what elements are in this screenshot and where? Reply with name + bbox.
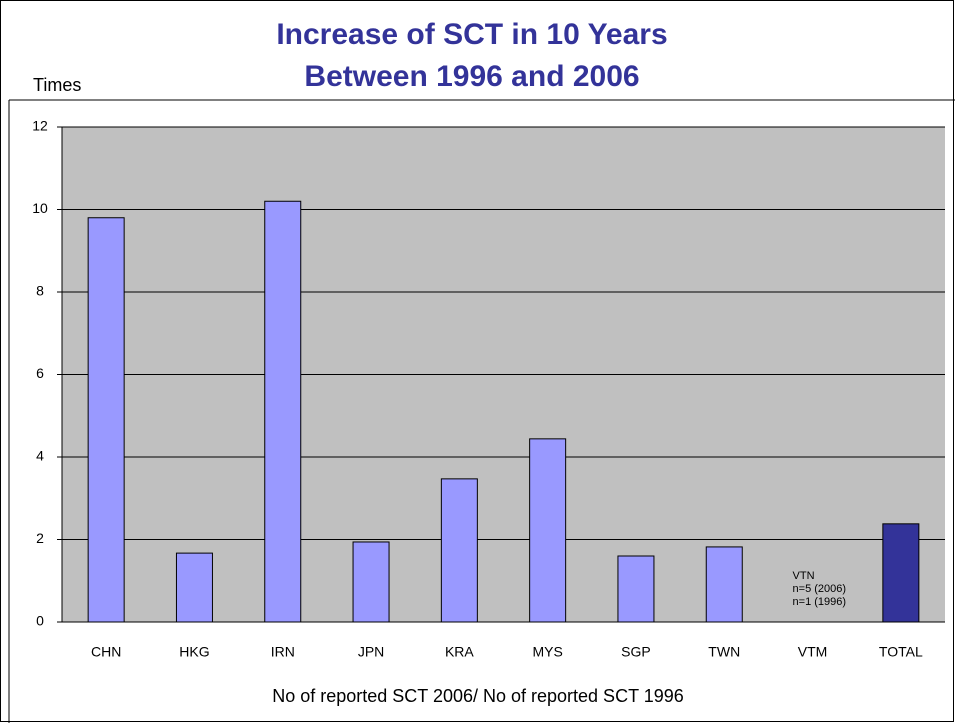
y-tick-label: 2 — [36, 530, 44, 546]
chart-title: Between 1996 and 2006 — [304, 60, 639, 93]
x-tick-label: IRN — [271, 644, 295, 660]
y-axis-label: Times — [33, 75, 81, 95]
annotation: n=1 (1996) — [793, 596, 847, 608]
x-tick-label: JPN — [358, 644, 384, 660]
y-tick-label: 6 — [36, 365, 44, 381]
chart-title: Increase of SCT in 10 Years — [276, 18, 667, 51]
x-tick-label: MYS — [532, 644, 562, 660]
x-axis-label: No of reported SCT 2006/ No of reported … — [272, 686, 684, 706]
x-tick-label: CHN — [91, 644, 121, 660]
y-tick-label: 4 — [36, 448, 44, 464]
y-tick-label: 12 — [32, 118, 48, 134]
y-tick-label: 0 — [36, 613, 44, 629]
x-tick-label: TWN — [708, 644, 740, 660]
y-tick-label: 10 — [32, 200, 48, 216]
bar — [617, 555, 655, 623]
bar — [529, 438, 567, 623]
bar — [175, 552, 213, 623]
y-tick-label: 8 — [36, 283, 44, 299]
annotation: VTN — [793, 570, 815, 582]
bar — [705, 546, 743, 623]
bar — [882, 523, 920, 623]
x-tick-label: SGP — [621, 644, 651, 660]
bar — [440, 478, 478, 623]
x-tick-label: HKG — [179, 644, 209, 660]
x-tick-label: VTM — [798, 644, 828, 660]
annotation: n=5 (2006) — [793, 583, 847, 595]
bar — [352, 541, 390, 623]
x-tick-label: TOTAL — [879, 644, 923, 660]
bar — [87, 217, 125, 623]
bar — [264, 200, 302, 623]
x-tick-label: KRA — [445, 644, 474, 660]
